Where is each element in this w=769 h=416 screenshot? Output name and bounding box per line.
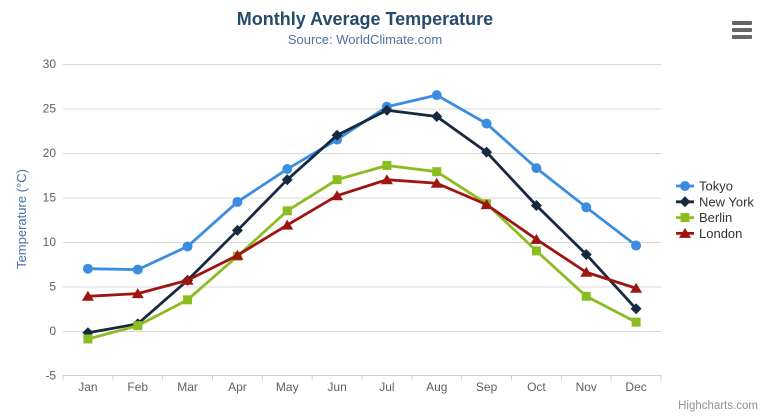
legend-item-london[interactable]: London (676, 226, 742, 241)
legend-label: New York (699, 194, 754, 209)
y-axis-title: Temperature (°C) (14, 169, 29, 269)
legend-label: Berlin (699, 210, 732, 225)
y-axis-label: 30 (43, 57, 57, 71)
y-axis-labels: -5 0 5 10 15 20 25 30 (43, 57, 57, 383)
chart-title: Monthly Average Temperature (236, 9, 494, 29)
x-axis-label: Aug (426, 380, 447, 394)
x-axis-label: Jun (327, 380, 346, 394)
x-axis-label: Mar (177, 380, 198, 394)
y-axis-label: -5 (45, 369, 56, 383)
hamburger-icon (732, 21, 752, 39)
export-menu-button[interactable] (731, 20, 753, 40)
y-axis-label: 0 (49, 324, 56, 338)
y-axis-label: 5 (49, 280, 56, 294)
x-axis-label: Oct (527, 380, 546, 394)
credits-link[interactable]: Highcharts.com (678, 400, 758, 412)
series-new-york[interactable] (82, 104, 642, 339)
y-axis-label: 20 (43, 146, 57, 160)
x-axis-label: Sep (476, 380, 498, 394)
x-axis-label: Feb (127, 380, 148, 394)
x-axis-label: May (276, 380, 299, 394)
x-axis-label: Jan (78, 380, 97, 394)
series-london[interactable] (81, 174, 643, 301)
x-axis-label: Nov (576, 380, 597, 394)
legend-label: London (699, 226, 742, 241)
series-tokyo[interactable] (82, 90, 642, 275)
legend-item-tokyo[interactable]: Tokyo (676, 179, 733, 194)
x-axis-label: Apr (228, 380, 247, 394)
x-axis-label: Dec (625, 380, 646, 394)
y-axis-label: 15 (43, 191, 57, 205)
x-axis (62, 375, 662, 381)
y-gridlines (63, 64, 661, 332)
y-axis-label: 25 (43, 102, 57, 116)
chart-subtitle: Source: WorldClimate.com (287, 32, 443, 47)
x-axis-labels: Jan Feb Mar Apr May Jun Jul Aug Sep Oct Nov Dec (78, 380, 647, 394)
legend-item-berlin[interactable]: Berlin (676, 210, 732, 225)
legend-label: Tokyo (699, 179, 733, 194)
legend-item-new-york[interactable]: New York (676, 194, 754, 209)
x-axis-label: Jul (379, 380, 394, 394)
y-axis-label: 10 (43, 235, 57, 249)
